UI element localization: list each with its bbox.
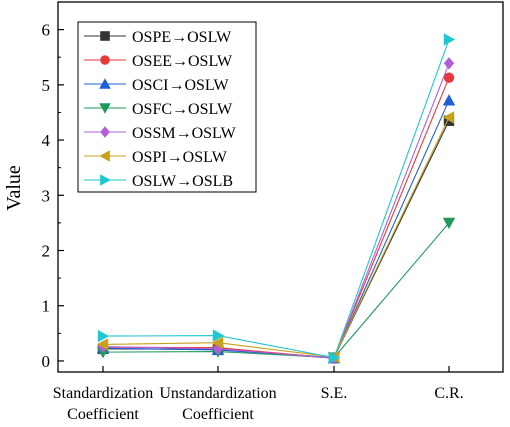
data-point	[443, 33, 456, 46]
x-tick-label: S.E.	[321, 385, 348, 402]
series-group	[96, 33, 456, 365]
y-tick-label: 1	[42, 297, 51, 316]
legend-item: OSFC→OSLW	[84, 101, 233, 118]
series-line	[102, 63, 450, 359]
x-tick-label: Coefficient	[67, 406, 139, 423]
x-tick-label: Unstandardization	[159, 385, 276, 402]
legend: OSPE→OSLW OSEE→OSLW OSCI→OSLW OSFC→OSLW OSSM…	[77, 21, 257, 193]
legend-item: OSPE→OSLW	[84, 29, 232, 46]
x-tick-label: Coefficient	[182, 406, 254, 423]
y-axis: 0 1 2 3 4 5 6	[42, 21, 64, 371]
legend-label: OSFC→OSLW	[132, 101, 233, 118]
legend-label: OSPI→OSLW	[132, 149, 228, 166]
legend-item: OSLW→OSLB	[84, 173, 233, 190]
y-tick-label: 5	[42, 76, 51, 95]
series-line	[102, 100, 450, 359]
legend-label: OSLW→OSLB	[132, 173, 233, 190]
data-point	[212, 329, 225, 342]
data-point	[97, 329, 110, 343]
y-tick-label: 2	[42, 242, 51, 261]
data-point	[99, 150, 110, 162]
data-point	[443, 57, 455, 70]
data-point	[100, 174, 111, 186]
series-triangle-left	[96, 111, 455, 364]
y-axis-title: Value	[3, 165, 25, 211]
data-point	[99, 103, 111, 114]
x-axis: Standardization Coefficient Unstandardizat…	[53, 366, 464, 423]
y-tick-label: 4	[42, 131, 51, 150]
data-point	[442, 111, 455, 124]
data-point	[211, 336, 224, 349]
data-point	[99, 78, 111, 89]
data-point	[96, 338, 109, 351]
data-point	[100, 55, 110, 65]
legend-item: OSPI→OSLW	[84, 149, 228, 166]
legend-item: OSCI→OSLW	[84, 77, 229, 94]
y-tick-label: 3	[42, 186, 51, 205]
series-triangle-down	[96, 217, 456, 364]
data-point	[100, 126, 110, 138]
data-point	[442, 217, 456, 230]
legend-label: OSEE→OSLW	[132, 53, 233, 70]
legend-item: OSEE→OSLW	[84, 53, 233, 70]
legend-label: OSPE→OSLW	[132, 29, 232, 46]
legend-item: OSSM→OSLW	[84, 125, 237, 142]
series-triangle-right	[97, 33, 456, 364]
x-tick-label: Standardization	[53, 385, 153, 402]
x-tick-label: C.R.	[434, 385, 463, 402]
legend-label: OSSM→OSLW	[132, 125, 237, 142]
data-point	[212, 342, 224, 356]
series-line	[102, 39, 450, 359]
y-tick-label: 0	[42, 352, 51, 371]
data-point	[443, 72, 455, 83]
series-line	[102, 117, 450, 358]
legend-label: OSCI→OSLW	[132, 77, 229, 94]
data-point	[442, 94, 456, 106]
data-point	[100, 31, 110, 41]
series-line	[102, 222, 450, 359]
data-point	[328, 351, 341, 364]
plot-frame	[57, 1, 504, 373]
y-tick-label: 6	[42, 21, 51, 40]
